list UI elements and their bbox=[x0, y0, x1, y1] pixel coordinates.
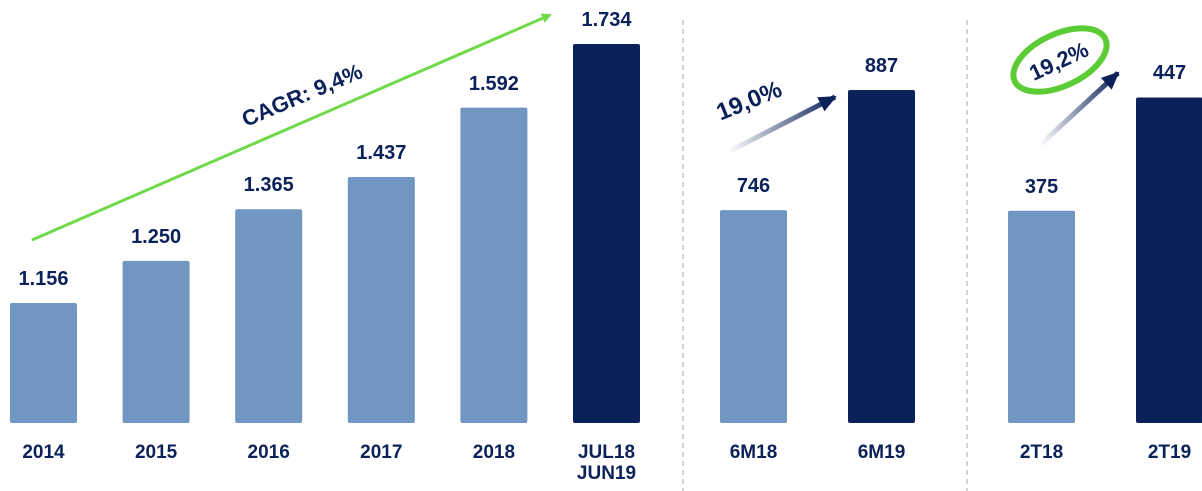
x-tick-label: 2T18 bbox=[1019, 442, 1064, 463]
x-tick-label: 2017 bbox=[360, 442, 403, 463]
value-label: 375 bbox=[1024, 175, 1059, 198]
value-label: 746 bbox=[736, 175, 771, 198]
bar bbox=[720, 210, 787, 423]
bar bbox=[235, 209, 303, 423]
bar bbox=[460, 107, 528, 423]
bar bbox=[1008, 210, 1075, 423]
value-label: 1.437 bbox=[356, 142, 407, 165]
bar bbox=[1136, 97, 1202, 423]
x-tick-label: 2014 bbox=[22, 442, 65, 463]
highlight-ring bbox=[1010, 25, 1110, 95]
value-label: 887 bbox=[864, 54, 899, 77]
bar bbox=[347, 177, 415, 423]
x-tick-label: 2018 bbox=[472, 442, 516, 463]
value-label: 1.365 bbox=[243, 174, 294, 197]
value-label: 447 bbox=[1152, 62, 1187, 85]
value-label: 1.592 bbox=[468, 72, 519, 95]
value-label: 1.156 bbox=[18, 267, 69, 290]
growth-arrow bbox=[1038, 71, 1120, 147]
x-tick-label: 2016 bbox=[247, 442, 290, 463]
bar bbox=[10, 302, 77, 423]
value-label: 1.250 bbox=[131, 225, 182, 248]
x-tick-label: 6M19 bbox=[857, 442, 906, 463]
annotation: 19,0% bbox=[713, 76, 786, 127]
x-tick-label: 2T19 bbox=[1147, 442, 1192, 463]
x-tick-label: 2015 bbox=[134, 442, 178, 463]
bar bbox=[122, 260, 190, 423]
bar bbox=[573, 44, 640, 423]
x-tick-label: 6M18 bbox=[729, 442, 778, 463]
growth-arrow bbox=[726, 94, 837, 155]
x-tick-label: JUL18 JUN19 bbox=[576, 442, 637, 484]
bar bbox=[848, 89, 915, 423]
annotation: CAGR: 9,4% bbox=[238, 59, 366, 132]
trend-arrow bbox=[31, 13, 552, 242]
value-label: 1.734 bbox=[581, 9, 632, 31]
